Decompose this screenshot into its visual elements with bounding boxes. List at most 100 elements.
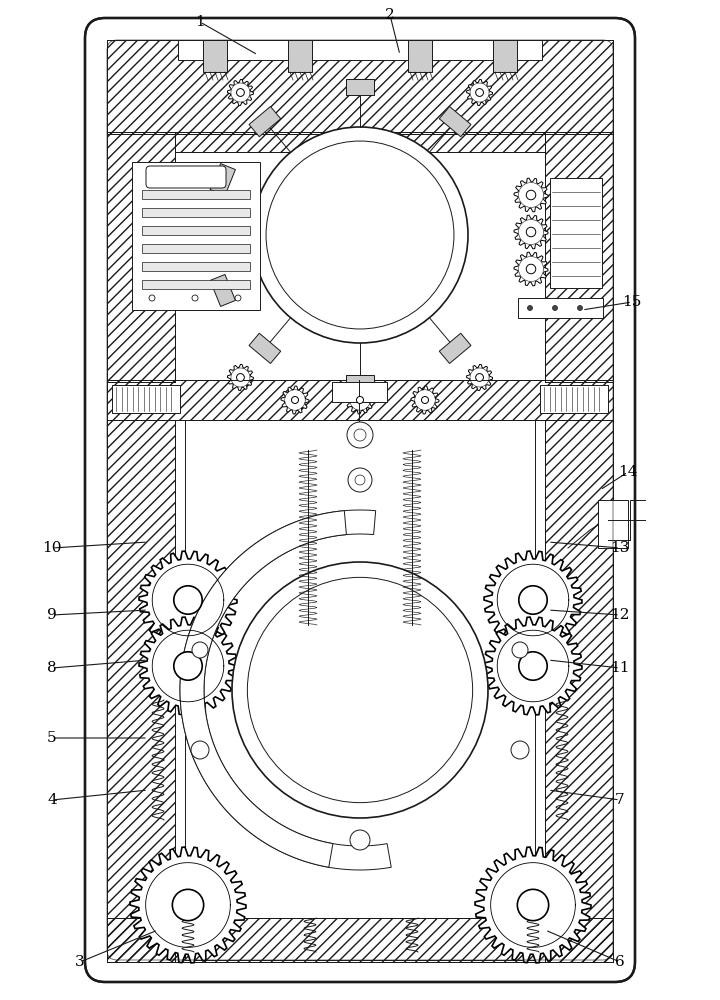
- Text: 8: 8: [48, 661, 57, 675]
- Polygon shape: [249, 106, 281, 137]
- Bar: [112, 385, 180, 413]
- Circle shape: [355, 475, 365, 485]
- Polygon shape: [467, 364, 492, 390]
- Text: 13: 13: [611, 541, 630, 555]
- Circle shape: [192, 295, 198, 301]
- Polygon shape: [467, 80, 492, 106]
- Bar: [540, 385, 608, 413]
- Circle shape: [347, 422, 373, 448]
- Polygon shape: [484, 551, 582, 649]
- Bar: [142, 262, 250, 271]
- Circle shape: [235, 295, 241, 301]
- Text: 15: 15: [622, 295, 642, 309]
- Text: 1: 1: [195, 15, 205, 29]
- Text: 11: 11: [611, 661, 630, 675]
- Circle shape: [174, 586, 202, 614]
- Circle shape: [519, 652, 547, 680]
- Bar: [545, 420, 613, 962]
- Bar: [107, 918, 613, 962]
- Circle shape: [292, 396, 299, 403]
- Bar: [142, 190, 250, 199]
- Bar: [408, 40, 432, 72]
- Text: 7: 7: [615, 793, 625, 807]
- Circle shape: [232, 562, 488, 818]
- Polygon shape: [475, 847, 591, 963]
- Circle shape: [348, 468, 372, 492]
- Polygon shape: [228, 80, 253, 106]
- Circle shape: [191, 741, 209, 759]
- Text: 6: 6: [615, 955, 625, 969]
- Text: 12: 12: [611, 608, 630, 622]
- Circle shape: [172, 889, 204, 921]
- Circle shape: [421, 396, 428, 403]
- Polygon shape: [514, 252, 548, 286]
- Bar: [132, 162, 260, 310]
- Bar: [518, 298, 603, 318]
- Text: 4: 4: [47, 793, 57, 807]
- Polygon shape: [346, 386, 374, 414]
- Bar: [107, 420, 175, 962]
- Text: 5: 5: [48, 731, 57, 745]
- Bar: [142, 226, 250, 235]
- Circle shape: [476, 89, 483, 96]
- Polygon shape: [346, 375, 374, 391]
- Polygon shape: [210, 274, 235, 306]
- Bar: [185, 420, 535, 960]
- Polygon shape: [139, 551, 237, 649]
- Circle shape: [518, 889, 549, 921]
- Bar: [175, 132, 545, 152]
- Text: 14: 14: [618, 465, 638, 479]
- Bar: [203, 40, 227, 72]
- Polygon shape: [439, 333, 471, 364]
- Circle shape: [350, 830, 370, 850]
- Bar: [107, 918, 613, 962]
- Bar: [332, 382, 387, 402]
- Polygon shape: [514, 178, 548, 212]
- Polygon shape: [180, 510, 391, 870]
- Bar: [107, 380, 613, 420]
- Polygon shape: [139, 617, 237, 715]
- Circle shape: [149, 295, 155, 301]
- Circle shape: [174, 652, 202, 680]
- Bar: [107, 40, 613, 134]
- Circle shape: [354, 429, 366, 441]
- Circle shape: [577, 306, 582, 310]
- Polygon shape: [228, 364, 253, 390]
- Circle shape: [526, 227, 536, 237]
- Bar: [288, 40, 312, 72]
- Polygon shape: [484, 617, 582, 715]
- Bar: [142, 208, 250, 217]
- Bar: [545, 132, 613, 382]
- Text: 10: 10: [42, 541, 62, 555]
- Circle shape: [528, 306, 533, 310]
- Polygon shape: [281, 386, 309, 414]
- Circle shape: [356, 396, 364, 403]
- Polygon shape: [130, 847, 246, 963]
- Bar: [142, 280, 250, 289]
- Bar: [107, 132, 175, 382]
- Circle shape: [526, 190, 536, 200]
- Circle shape: [511, 741, 529, 759]
- Bar: [107, 132, 175, 382]
- Bar: [598, 500, 628, 548]
- Circle shape: [512, 642, 528, 658]
- Circle shape: [252, 127, 468, 343]
- Polygon shape: [514, 215, 548, 249]
- Polygon shape: [411, 386, 439, 414]
- Circle shape: [237, 374, 244, 381]
- Bar: [178, 40, 542, 60]
- Circle shape: [519, 586, 547, 614]
- Bar: [175, 132, 545, 152]
- Circle shape: [237, 89, 244, 96]
- Bar: [545, 420, 613, 962]
- Polygon shape: [249, 333, 281, 364]
- Bar: [493, 40, 517, 72]
- Text: 3: 3: [75, 955, 85, 969]
- Circle shape: [192, 642, 208, 658]
- Polygon shape: [439, 106, 471, 137]
- Bar: [107, 420, 175, 962]
- Bar: [107, 40, 613, 134]
- Circle shape: [552, 306, 557, 310]
- FancyBboxPatch shape: [146, 166, 226, 188]
- Bar: [107, 380, 613, 420]
